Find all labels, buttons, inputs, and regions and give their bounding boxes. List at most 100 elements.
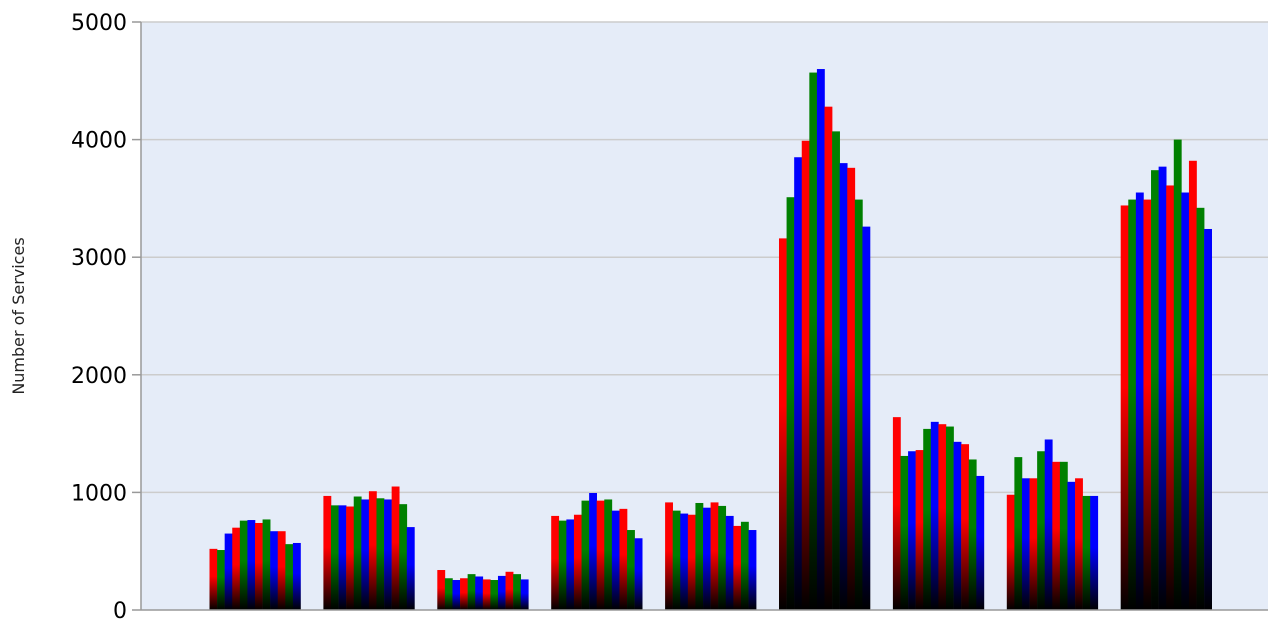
bar [862, 226, 871, 610]
bar [224, 533, 233, 610]
bar [945, 426, 954, 610]
bar [847, 167, 856, 610]
bar [801, 140, 810, 610]
bar [406, 527, 415, 610]
bar [353, 496, 362, 610]
bar [1173, 139, 1182, 610]
bar [497, 575, 506, 610]
bar [277, 531, 286, 610]
bar [1196, 207, 1205, 610]
bar [976, 475, 985, 610]
bars [209, 69, 1212, 611]
bar [444, 578, 453, 610]
bar [1021, 478, 1030, 610]
bar [1120, 205, 1129, 610]
bar [1143, 199, 1152, 610]
bar [589, 492, 597, 610]
bar [1044, 439, 1053, 610]
bar [1052, 461, 1061, 610]
bar [725, 515, 734, 610]
bar [262, 519, 271, 610]
bar-group [665, 502, 757, 610]
bar [292, 542, 301, 610]
bar [285, 544, 294, 610]
bar [961, 444, 970, 610]
bar [695, 502, 704, 610]
bar [1188, 160, 1197, 610]
bar [703, 507, 711, 610]
bar [619, 508, 628, 610]
bar [558, 520, 567, 610]
bar [573, 514, 582, 610]
bar [1166, 185, 1175, 610]
bar [733, 525, 742, 610]
y-tick-label: 1000 [71, 481, 127, 506]
bar [1181, 192, 1190, 610]
y-tick-label: 0 [113, 599, 127, 622]
bar [255, 522, 263, 610]
bar [581, 500, 590, 610]
bar [665, 502, 673, 610]
bar [566, 519, 575, 610]
bar [627, 530, 635, 610]
bar-group [892, 417, 985, 610]
bar [323, 495, 332, 610]
bar [832, 131, 840, 610]
bar [672, 510, 681, 610]
bar [346, 506, 355, 610]
y-tick-label: 4000 [71, 129, 127, 154]
bar [794, 157, 803, 611]
bar [1037, 451, 1046, 610]
bar [1090, 495, 1099, 610]
bar [930, 421, 939, 610]
y-tick-label: 5000 [71, 11, 127, 36]
bar [809, 72, 818, 610]
bar [460, 578, 468, 610]
bar-group [437, 570, 529, 610]
bar [900, 455, 909, 610]
bar-group [779, 69, 871, 611]
bar [634, 538, 643, 610]
bar [232, 527, 241, 610]
bar [368, 491, 377, 610]
bar [239, 520, 248, 610]
bar [953, 441, 962, 610]
bar [718, 505, 727, 610]
bar [816, 69, 825, 611]
bar-group [551, 492, 643, 610]
bar [520, 579, 529, 610]
bar [467, 574, 476, 610]
bar [452, 580, 461, 610]
bar-group [1120, 139, 1212, 611]
bar [968, 459, 977, 610]
bar [330, 505, 339, 610]
bar [1006, 494, 1015, 610]
bar [923, 428, 932, 610]
bar-group [209, 519, 301, 610]
bar [604, 499, 613, 610]
bar [376, 498, 385, 610]
bar [596, 500, 605, 610]
bar [1059, 461, 1068, 610]
bar [1135, 192, 1144, 610]
bar [740, 521, 749, 610]
bar-group [323, 486, 415, 610]
bar [824, 106, 833, 611]
bar [270, 531, 279, 610]
bar [1029, 478, 1038, 610]
bar [1082, 495, 1091, 610]
bar [1158, 166, 1167, 610]
bar [892, 417, 901, 610]
bar [475, 576, 484, 610]
bar [748, 530, 757, 610]
bar [247, 520, 256, 610]
bar [209, 548, 218, 610]
bar [839, 163, 848, 610]
bar [1151, 170, 1159, 610]
y-tick-label: 3000 [71, 246, 127, 271]
bar [1128, 199, 1137, 610]
y-axis-title: Number of Services [9, 237, 28, 394]
y-axis: 0 1000 2000 3000 4000 5000 [71, 11, 1268, 622]
